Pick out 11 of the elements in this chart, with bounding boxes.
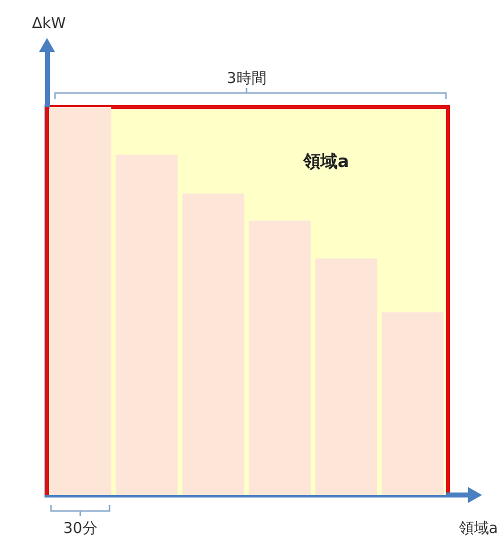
bar [315,258,378,495]
text: ΔkW [32,14,66,32]
bar [116,154,178,495]
text: 3時間 [226,69,266,87]
bar [248,220,311,495]
annotation: 領域a [302,152,350,172]
bar [382,312,444,495]
text: 30分 [63,519,98,537]
bar [182,194,244,495]
bar [49,107,112,495]
x-axis-title: 領域a [458,519,498,537]
